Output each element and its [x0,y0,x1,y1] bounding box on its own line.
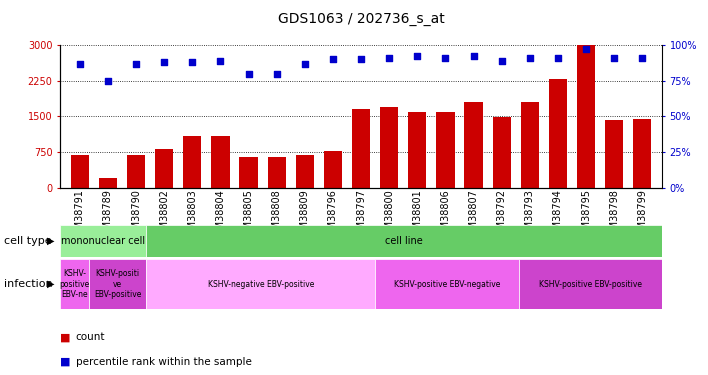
Point [440,55,451,61]
Point [74,60,86,66]
Bar [99,178,117,188]
Bar [577,45,595,188]
Point [524,55,535,61]
Bar [146,225,662,257]
Text: KSHV-positive EBV-negative: KSHV-positive EBV-negative [394,280,501,289]
Text: ■: ■ [60,357,71,367]
Text: ▶: ▶ [47,279,55,289]
Point [384,55,395,61]
Text: KSHV-negative EBV-positive: KSHV-negative EBV-positive [207,280,314,289]
Bar [60,225,146,257]
Bar [520,102,539,188]
Bar [155,148,173,188]
Point [299,60,311,66]
Bar [127,155,145,188]
Bar [519,259,662,309]
Text: cell type: cell type [4,236,51,246]
Bar [60,259,88,309]
Bar [296,155,314,188]
Point [608,55,620,61]
Point [130,60,142,66]
Text: percentile rank within the sample: percentile rank within the sample [76,357,251,367]
Bar [324,152,342,188]
Bar [409,111,426,188]
Point [581,46,592,52]
Bar [375,259,519,309]
Bar [493,117,511,188]
Bar [633,118,651,188]
Text: GDS1063 / 202736_s_at: GDS1063 / 202736_s_at [278,12,445,26]
Bar [549,79,567,188]
Point [103,78,114,84]
Point [411,53,423,59]
Bar [380,107,399,188]
Point [496,58,508,64]
Text: KSHV-positi
ve
EBV-positive: KSHV-positi ve EBV-positive [93,269,141,299]
Text: KSHV-positive EBV-positive: KSHV-positive EBV-positive [539,280,642,289]
Text: count: count [76,333,105,342]
Text: ■: ■ [60,333,71,342]
Bar [71,155,89,188]
Point [636,55,648,61]
Point [187,59,198,65]
Bar [183,136,202,188]
Point [552,55,564,61]
Bar [605,120,623,188]
Bar [352,109,370,188]
Point [468,53,479,59]
Bar [464,102,483,188]
Text: KSHV-
positive
EBV-ne: KSHV- positive EBV-ne [59,269,90,299]
Text: mononuclear cell: mononuclear cell [61,236,145,246]
Point [159,59,170,65]
Bar [268,157,286,188]
Point [327,56,338,62]
Point [271,70,282,76]
Point [355,56,367,62]
Bar [436,112,455,188]
Bar [211,136,229,188]
Point [243,70,254,76]
Text: infection: infection [4,279,52,289]
Point [215,58,226,64]
Bar [146,259,375,309]
Bar [88,259,146,309]
Text: ▶: ▶ [47,236,55,246]
Bar [239,157,258,188]
Text: cell line: cell line [385,236,423,246]
